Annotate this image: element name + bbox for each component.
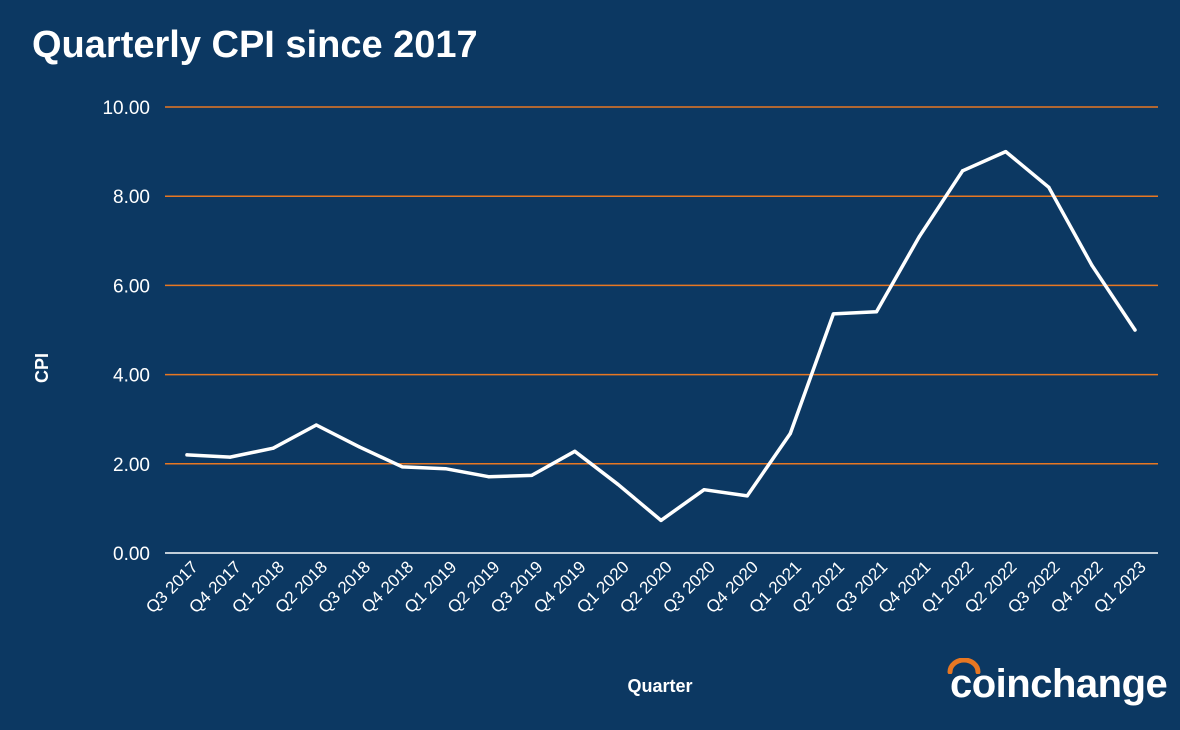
series-line-cpi [185, 149, 1137, 523]
data-point [745, 494, 749, 498]
series-group [185, 149, 1137, 523]
data-point [1004, 150, 1008, 154]
data-point [314, 423, 318, 427]
data-point [917, 234, 922, 238]
gridlines [165, 106, 1158, 554]
data-point [1133, 328, 1137, 332]
data-point [831, 312, 835, 316]
logo-arc-icon [947, 658, 981, 674]
y-tick-label: 8.00 [113, 187, 150, 208]
y-axis-label: CPI [32, 353, 52, 383]
data-point [616, 482, 620, 486]
data-point [487, 475, 491, 479]
y-tick-label: 2.00 [113, 455, 150, 476]
y-tick-label: 0.00 [113, 544, 150, 565]
y-tick-label: 6.00 [113, 276, 150, 297]
data-point [357, 445, 361, 449]
data-point [874, 310, 879, 314]
data-point [400, 465, 405, 469]
data-point [659, 518, 663, 523]
data-point [573, 449, 577, 453]
data-point [702, 488, 706, 492]
x-axis-label: Quarter [627, 676, 692, 696]
y-tick-label: 4.00 [113, 366, 150, 387]
data-point [443, 467, 448, 471]
data-point [1090, 263, 1094, 267]
data-point [530, 473, 534, 477]
y-axis-ticks: 0.00 2.00 4.00 6.00 8.00 10.00 [102, 98, 150, 565]
data-point [788, 431, 792, 436]
chart-title: Quarterly CPI since 2017 [32, 24, 478, 66]
data-point [271, 446, 275, 450]
data-point [961, 169, 965, 173]
data-point [228, 455, 232, 459]
y-tick-label: 10.00 [102, 98, 150, 119]
data-point [185, 453, 189, 457]
coinchange-logo: coinchange [950, 662, 1168, 706]
data-point [1047, 185, 1051, 189]
